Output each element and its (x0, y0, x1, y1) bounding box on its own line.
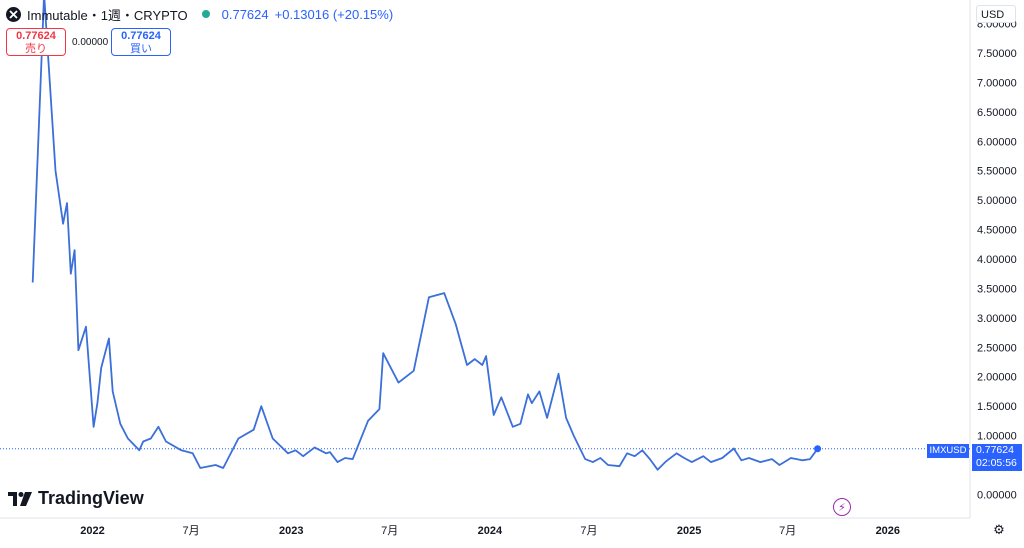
x-tick-label: 7月 (182, 525, 199, 537)
sell-label: 売り (25, 43, 47, 55)
x-tick-label: 2023 (279, 525, 303, 537)
y-tick-label: 6.00000 (977, 136, 1017, 148)
market-status-icon[interactable] (201, 10, 210, 18)
y-tick-label: 6.50000 (977, 107, 1017, 119)
y-tick-label: 7.00000 (977, 77, 1017, 89)
x-tick-label: 7月 (580, 525, 597, 537)
sell-price: 0.77624 (16, 30, 56, 42)
x-tick-label: 2025 (677, 525, 701, 537)
y-tick-label: 4.50000 (977, 225, 1017, 237)
y-tick-label: 3.00000 (977, 313, 1017, 325)
buy-button[interactable]: 0.77624 買い (111, 28, 171, 56)
time-axis[interactable]: 2022 7月 2023 7月 2024 7月 2025 7月 2026 (80, 525, 900, 537)
y-tick-label: 7.50000 (977, 48, 1017, 60)
lightning-icon[interactable]: ⚡ (833, 498, 851, 516)
immutable-logo-icon (6, 6, 21, 22)
header-price: 0.77624 (221, 6, 269, 22)
symbol-title[interactable]: Immutable・1週・CRYPTO (27, 7, 188, 23)
price-axis[interactable]: 8.000007.500007.000006.500006.000005.500… (977, 19, 1017, 502)
y-tick-label: 2.50000 (977, 342, 1017, 354)
y-tick-label: 4.00000 (977, 254, 1017, 266)
last-price-marker (814, 445, 822, 453)
buy-price: 0.77624 (121, 30, 161, 42)
x-tick-label: 2022 (80, 525, 104, 537)
sell-button[interactable]: 0.77624 売り (6, 28, 66, 56)
x-tick-label: 2024 (478, 525, 503, 537)
y-tick-label: 3.50000 (977, 283, 1017, 295)
tradingview-logo-icon (8, 491, 32, 506)
y-tick-label: 1.50000 (977, 401, 1017, 413)
y-tick-label: 2.00000 (977, 372, 1017, 384)
tradingview-logo[interactable]: TradingView (8, 488, 144, 509)
y-tick-label: 5.50000 (977, 166, 1017, 178)
last-price-value: 0.77624 (976, 444, 1014, 456)
x-tick-label: 7月 (381, 525, 398, 537)
header-change: +0.13016 (+20.15%) (274, 6, 394, 22)
bar-countdown: 02:05:56 (976, 457, 1017, 469)
last-price-badge: 0.77624 02:05:56 (972, 444, 1022, 471)
currency-select[interactable]: USD (976, 5, 1016, 23)
chart-header: Immutable・1週・CRYPTO 0.77624 +0.13016 (+2… (6, 5, 393, 23)
y-tick-label: 5.00000 (977, 195, 1017, 207)
y-tick-label: 0.00000 (977, 489, 1017, 501)
symbol-badge: IMXUSD (927, 444, 969, 458)
buy-label: 買い (130, 43, 152, 55)
spread-value: 0.00000 (72, 37, 109, 48)
tradingview-wordmark: TradingView (38, 488, 144, 508)
price-series-line[interactable] (31, 0, 819, 471)
gear-icon[interactable]: ⚙ (993, 522, 1005, 537)
y-tick-label: 1.00000 (977, 431, 1017, 443)
x-tick-label: 2026 (876, 525, 900, 537)
x-tick-label: 7月 (779, 525, 796, 537)
